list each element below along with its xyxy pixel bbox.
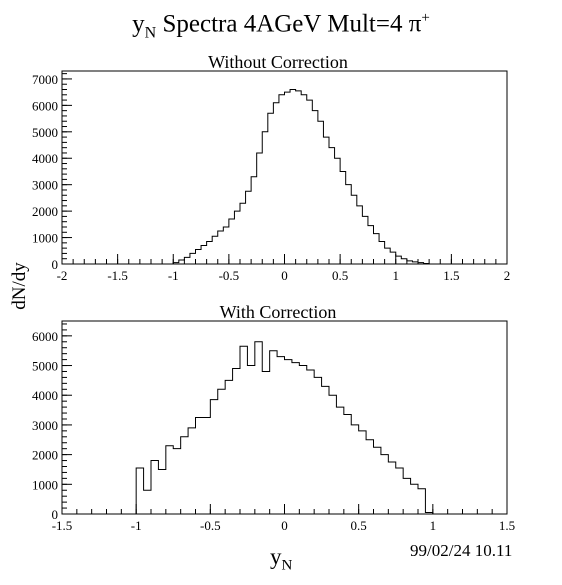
panel2-xtick-label: -1.5 [52,518,73,533]
panel2-histogram [135,341,434,514]
panel1-ytick-label: 1000 [32,231,58,246]
x-axis-label: yN [270,544,292,575]
panel1-xtick-label: 1 [393,268,400,283]
panel1-xtick-label: 0.5 [332,268,348,283]
panel2-ytick-label: 0 [52,507,59,522]
title-subscript: N [144,24,157,42]
panel2-xtick-label: 0.5 [351,518,367,533]
panel1-xtick-label: -1.5 [107,268,128,283]
panel2-xtick-label: -0.5 [200,518,221,533]
datestamp: 99/02/24 10.11 [410,541,513,560]
panel2-ytick-label: 5000 [32,359,58,374]
xlabel-base: y [270,544,282,569]
figure-title: yN Spectra 4AGeV Mult=4 π+ [0,10,562,42]
panel1-ytick-label: 5000 [32,125,58,140]
panel1-xtick-label: -0.5 [219,268,240,283]
panel1-xtick-label: -1 [168,268,179,283]
panel2-ytick-label: 4000 [32,388,58,403]
panel2-xtick-label: 1 [430,518,437,533]
panel2-xtick-label: 0 [281,518,288,533]
panel2-ytick-label: 6000 [32,329,58,344]
panel1-frame [61,70,508,265]
panel1-xtick-label: -2 [57,268,68,283]
panel1-histogram [172,89,430,264]
panel1-ytick-label: 7000 [32,72,58,87]
panel1-xtick-label: 2 [504,268,511,283]
panel1-xtick-label: 1.5 [443,268,459,283]
panel2-ytick-label: 2000 [32,448,58,463]
title-base: y [132,10,145,38]
panel1-xtick-label: 0 [281,268,288,283]
panel1-ytick-label: 6000 [32,98,58,113]
panel2-xtick-label: -1 [131,518,142,533]
panel1-ytick-label: 4000 [32,151,58,166]
y-axis-label: dN/dy [8,262,30,310]
panel2-title: With Correction [219,302,337,322]
panel2-ytick-label: 1000 [32,477,58,492]
title-rest: Spectra 4AGeV Mult=4 π [156,10,422,38]
panel2-ytick-label: 3000 [32,418,58,433]
panel2-frame [61,320,508,515]
title-superscript: + [421,10,430,26]
panel1-ytick-label: 3000 [32,178,58,193]
xlabel-subscript: N [281,557,293,574]
panel1-ytick-label: 2000 [32,204,58,219]
panel1-ytick-label: 0 [52,257,59,272]
panel2-xtick-label: 1.5 [499,518,515,533]
panel1-title: Without Correction [208,52,348,72]
